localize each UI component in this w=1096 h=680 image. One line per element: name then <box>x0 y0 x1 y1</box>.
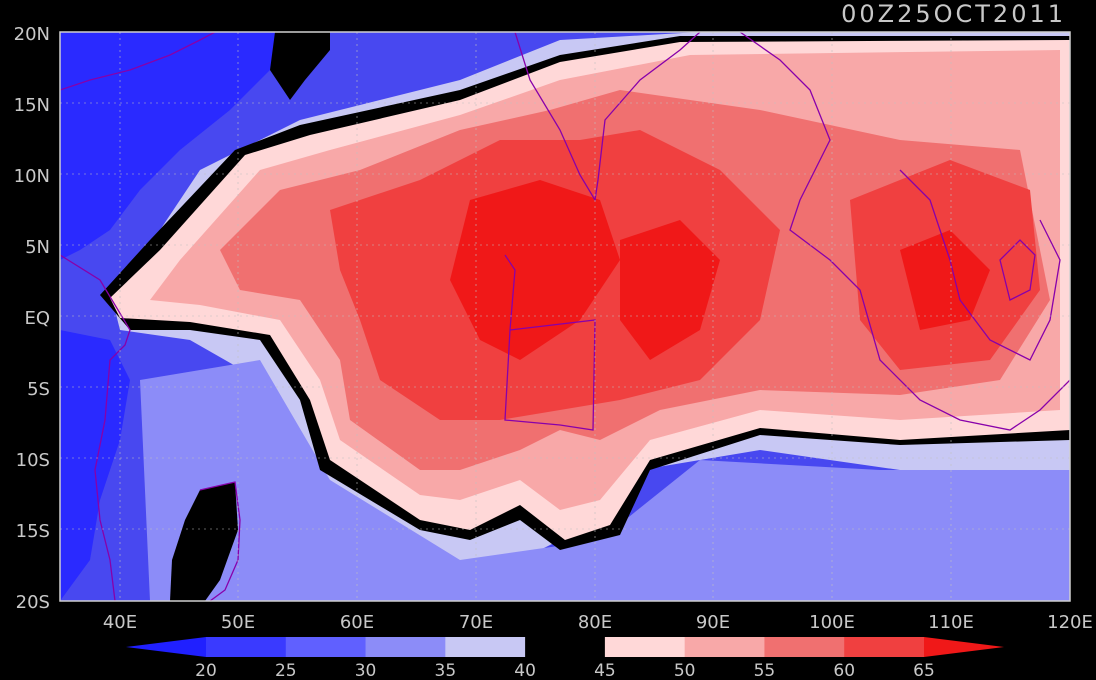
coastlines <box>60 32 1070 601</box>
lat-label: 20S <box>16 592 50 613</box>
colorbar: 20 25 30 35 40 45 50 55 60 65 <box>126 637 1004 680</box>
lon-label: 110E <box>928 612 974 633</box>
lat-label: EQ <box>24 308 50 329</box>
colorbar-label: 65 <box>913 661 935 680</box>
lon-label: 60E <box>340 612 374 633</box>
colorbar-label: 20 <box>195 661 217 680</box>
lat-label: 5N <box>25 237 50 258</box>
colorbar-segment <box>285 637 367 657</box>
lat-label: 15N <box>14 95 50 116</box>
lon-label: 80E <box>578 612 612 633</box>
colorbar-segment <box>445 637 526 657</box>
contour-low-southwest <box>60 330 130 601</box>
madagascar-dry <box>170 482 238 601</box>
colorbar-label: 55 <box>754 661 776 680</box>
colorbar-segment <box>126 637 206 657</box>
colorbar-segment <box>844 637 925 657</box>
lat-label: 15S <box>16 521 50 542</box>
colorbar-segment <box>365 637 446 657</box>
colorbar-segment <box>525 637 606 657</box>
map-grid <box>60 32 1070 601</box>
contour-65-plus-2 <box>620 220 720 360</box>
lon-label: 90E <box>696 612 730 633</box>
lon-label: 120E <box>1047 612 1093 633</box>
colorbar-label: 45 <box>594 661 616 680</box>
map-title: 00Z25OCT2011 <box>841 0 1066 28</box>
colorbar-label: 30 <box>355 661 377 680</box>
lon-label: 100E <box>809 612 855 633</box>
contour-65-plus-3 <box>900 230 990 330</box>
lon-label: 70E <box>459 612 493 633</box>
lon-label: 40E <box>103 612 137 633</box>
latitude-labels: 20N 15N 10N 5N EQ 5S 10S 15S 20S <box>14 24 50 613</box>
colorbar-segment <box>924 637 1004 657</box>
colorbar-label: 25 <box>275 661 297 680</box>
lat-label: 20N <box>14 24 50 45</box>
colorbar-segment <box>684 637 765 657</box>
longitude-labels: 40E 50E 60E 70E 80E 90E 100E 110E 120E <box>103 612 1093 633</box>
map-frame <box>59 31 1071 602</box>
colorbar-label: 35 <box>435 661 457 680</box>
map-area <box>60 32 1070 601</box>
contour-south-light <box>140 360 1070 601</box>
lat-label: 10S <box>16 450 50 471</box>
lat-label: 5S <box>27 379 50 400</box>
colorbar-label: 50 <box>674 661 696 680</box>
arabia-dry <box>270 32 330 100</box>
colorbar-label: 60 <box>833 661 855 680</box>
colorbar-segment <box>604 637 686 657</box>
contour-65-plus <box>450 180 620 360</box>
colorbar-label: 40 <box>514 661 536 680</box>
lat-label: 10N <box>14 166 50 187</box>
colorbar-segment <box>206 637 287 657</box>
lon-label: 50E <box>221 612 255 633</box>
colorbar-segment <box>764 637 845 657</box>
contour-low-north <box>60 32 280 260</box>
